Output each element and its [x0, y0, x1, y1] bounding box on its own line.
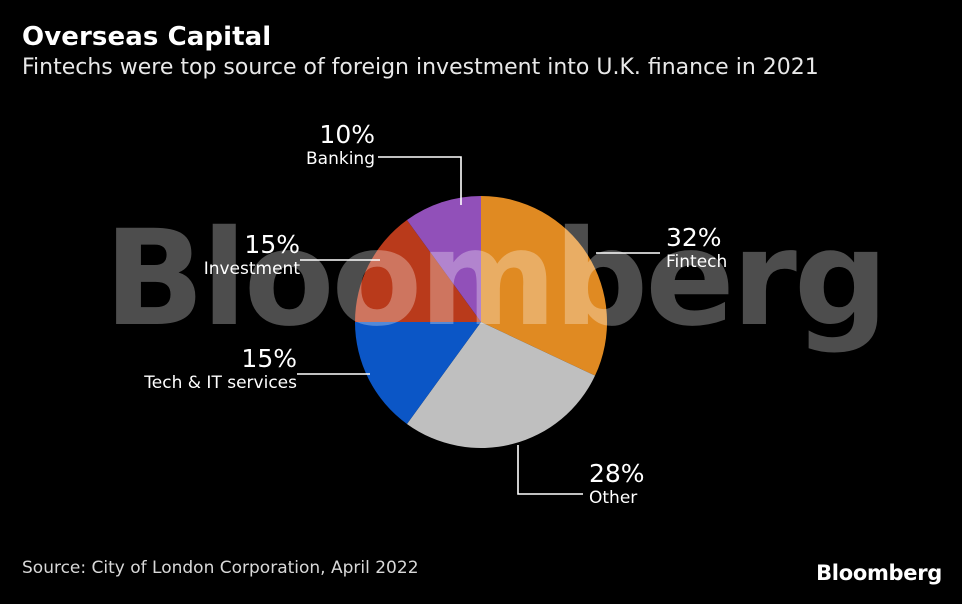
leader-line-other: [517, 445, 583, 495]
callout-fintech: 32% Fintech: [666, 223, 896, 273]
callout-banking-label: Banking: [306, 149, 375, 170]
callout-other-label: Other: [589, 488, 638, 509]
source-note: Source: City of London Corporation, Apri…: [22, 558, 419, 578]
leader-line-banking: [378, 156, 462, 205]
callout-banking: 10% Banking: [150, 120, 375, 170]
chart-subtitle: Fintechs were top source of foreign inve…: [22, 55, 819, 81]
callout-fintech-percent: 32%: [666, 223, 722, 252]
leader-line-group: [297, 156, 660, 495]
chart-title: Overseas Capital: [22, 22, 272, 52]
callout-tech: 15% Tech & IT services: [52, 344, 297, 394]
callout-other-percent: 28%: [589, 459, 645, 488]
pie-slice-other: [406, 322, 596, 449]
callout-tech-label: Tech & IT services: [144, 373, 297, 394]
callout-other: 28% Other: [589, 459, 819, 509]
pie-slice-fintech: [481, 196, 608, 376]
pie-slice-investment: [355, 220, 481, 322]
chart-header: Overseas Capital Fintechs were top sourc…: [22, 22, 942, 83]
callout-fintech-label: Fintech: [666, 252, 728, 273]
bloomberg-logo: Bloomberg: [816, 561, 942, 585]
pie-slice-banking: [406, 196, 481, 322]
pie-slice-tech-it-services: [355, 322, 481, 424]
callout-investment-percent: 15%: [244, 230, 300, 259]
pie-slice-group: [355, 196, 608, 449]
callout-banking-percent: 10%: [319, 120, 375, 149]
callout-tech-percent: 15%: [241, 344, 297, 373]
callout-investment: 15% Investment: [75, 230, 300, 280]
callout-investment-label: Investment: [203, 259, 300, 280]
